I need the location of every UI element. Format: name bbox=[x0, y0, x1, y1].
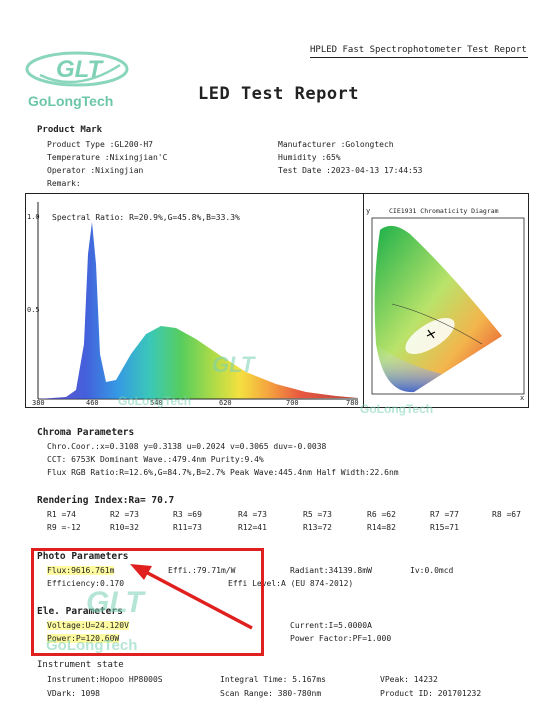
cie-x-axis: x bbox=[520, 394, 524, 402]
r8: R8 =67 bbox=[492, 510, 521, 519]
r14: R14=82 bbox=[367, 523, 396, 532]
r4: R4 =73 bbox=[238, 510, 267, 519]
scan-range: Scan Range: 380-780nm bbox=[220, 689, 321, 698]
x-label-620: 620 bbox=[219, 399, 232, 407]
r5: R5 =73 bbox=[303, 510, 332, 519]
spectrum-curve bbox=[38, 222, 358, 399]
cie-diagram: CIE1931 Chromaticity Diagram y x bbox=[362, 193, 529, 408]
software-name: HPLED Fast Spectrophotometer Test Report bbox=[310, 45, 527, 55]
svg-text:GLT: GLT bbox=[56, 56, 105, 83]
x-label-700: 700 bbox=[286, 399, 299, 407]
watermark-name-right: GoLongTech bbox=[360, 402, 433, 416]
r15: R15=71 bbox=[430, 523, 459, 532]
temperature: Temperature :Nixingjian'C bbox=[47, 153, 167, 162]
spectral-ratio: Spectral Ratio: R=20.9%,G=45.8%,B=33.3% bbox=[52, 213, 240, 222]
cie-title: CIE1931 Chromaticity Diagram bbox=[389, 207, 499, 215]
highlight-arrow-icon bbox=[120, 560, 260, 635]
header-rule bbox=[310, 57, 528, 58]
vpeak: VPeak: 14232 bbox=[380, 675, 438, 684]
product-type: Product Type :GL200-H7 bbox=[47, 140, 153, 149]
instrument-name: Instrument:Hopoo HP8000S bbox=[47, 675, 163, 684]
company-logo: GLT GoLongTech bbox=[22, 45, 137, 115]
r12: R12=41 bbox=[238, 523, 267, 532]
product-mark-heading: Product Mark bbox=[37, 125, 102, 135]
logo-name: GoLongTech bbox=[28, 93, 113, 109]
humidity: Humidity :65% bbox=[278, 153, 341, 162]
r2: R2 =73 bbox=[110, 510, 139, 519]
iv-value: Iv:0.0mcd bbox=[410, 566, 453, 575]
remark: Remark: bbox=[47, 179, 81, 188]
glt-logo-icon: GLT bbox=[22, 45, 137, 95]
r1: R1 =74 bbox=[47, 510, 76, 519]
chroma-heading: Chroma Parameters bbox=[37, 427, 134, 438]
instrument-heading: Instrument state bbox=[37, 660, 124, 670]
spectrum-chart: Spectral Ratio: R=20.9%,G=45.8%,B=33.3% … bbox=[25, 193, 364, 408]
chroma-coordinates: Chro.Coor.:x=0.3108 y=0.3138 u=0.2024 v=… bbox=[47, 442, 326, 451]
current-value: Current:I=5.0000A bbox=[290, 621, 372, 630]
y-label-half: 0.5 bbox=[27, 306, 40, 314]
y-label-1: 1.0 bbox=[27, 213, 40, 221]
r11: R11=73 bbox=[173, 523, 202, 532]
report-title: LED Test Report bbox=[198, 84, 359, 104]
radiant-value: Radiant:34139.8mW bbox=[290, 566, 372, 575]
integral-time: Integral Time: 5.167ms bbox=[220, 675, 326, 684]
r7: R7 =77 bbox=[430, 510, 459, 519]
vdark: VDark: 1098 bbox=[47, 689, 100, 698]
r13: R13=72 bbox=[303, 523, 332, 532]
manufacturer: Manufacturer :Golongtech bbox=[278, 140, 394, 149]
x-label-380: 380 bbox=[32, 399, 45, 407]
x-label-780: 780 bbox=[346, 399, 359, 407]
watermark-logo: GLT bbox=[212, 352, 254, 378]
cie-y-axis: y bbox=[366, 207, 370, 215]
test-date: Test Date :2023-04-13 17:44:53 bbox=[278, 166, 423, 175]
flux-rgb-line: Flux RGB Ratio:R=12.6%,G=84.7%,B=2.7% Pe… bbox=[47, 468, 399, 477]
r6: R6 =62 bbox=[367, 510, 396, 519]
power-factor: Power Factor:PF=1.000 bbox=[290, 634, 391, 643]
cct-line: CCT: 6753K Dominant Wave.:479.4nm Purity… bbox=[47, 455, 264, 464]
rendering-heading: Rendering Index:Ra= 70.7 bbox=[37, 495, 174, 506]
operator: Operator :Nixingjian bbox=[47, 166, 143, 175]
x-label-460: 460 bbox=[86, 399, 99, 407]
r9: R9 =-12 bbox=[47, 523, 81, 532]
product-id: Product ID: 201701232 bbox=[380, 689, 481, 698]
watermark-name: GoLongTech bbox=[118, 394, 191, 408]
r10: R10=32 bbox=[110, 523, 139, 532]
r3: R3 =69 bbox=[173, 510, 202, 519]
